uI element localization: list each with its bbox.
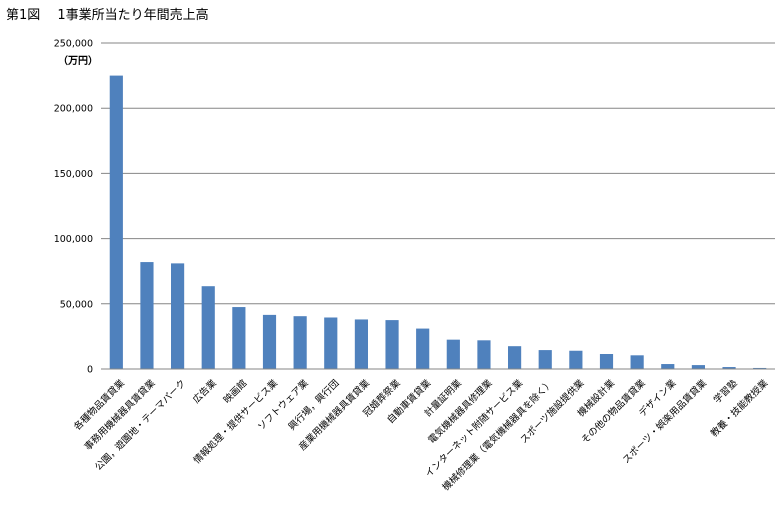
- bar: [140, 262, 154, 369]
- y-tick-label: 50,000: [60, 299, 93, 310]
- y-tick-label: 100,000: [54, 234, 93, 245]
- y-tick-label: 0: [87, 365, 93, 376]
- bar: [446, 339, 460, 369]
- bar: [201, 286, 215, 369]
- figure-title: 第1図 1事業所当たり年間売上高: [6, 8, 209, 23]
- bar: [109, 75, 123, 369]
- bar: [293, 316, 307, 369]
- x-category-label: 学習塾: [711, 377, 740, 406]
- x-category-label: 広告業: [190, 377, 219, 406]
- y-tick-label: 150,000: [54, 169, 93, 180]
- y-axis-unit-label: （万円）: [58, 56, 98, 67]
- bar: [262, 314, 277, 369]
- bar: [385, 320, 399, 369]
- bar: [324, 317, 338, 369]
- bar: [508, 346, 522, 369]
- bar: [722, 367, 736, 369]
- y-axis-tick-labels: 0 50,000 100,000 150,000 200,000 250,000: [54, 39, 93, 376]
- y-tick-label: 200,000: [54, 104, 93, 115]
- y-tick-label: 250,000: [54, 39, 93, 50]
- bar: [232, 307, 246, 369]
- bar: [630, 355, 644, 369]
- bars: [109, 75, 767, 369]
- bar: [599, 354, 614, 369]
- bar: [538, 350, 552, 369]
- x-category-label: 教養・技能教授業: [708, 377, 771, 440]
- bar: [416, 328, 430, 369]
- bar: [477, 340, 491, 369]
- x-category-label: 機械修理業（電気機械器具を除く）: [440, 377, 556, 493]
- bar: [171, 263, 185, 369]
- bar: [661, 364, 675, 369]
- bar: [569, 350, 583, 369]
- bar: [691, 365, 705, 369]
- x-category-label: 映画館: [221, 377, 250, 406]
- gridlines: [101, 42, 775, 305]
- bar: [753, 367, 767, 369]
- bar: [354, 319, 368, 369]
